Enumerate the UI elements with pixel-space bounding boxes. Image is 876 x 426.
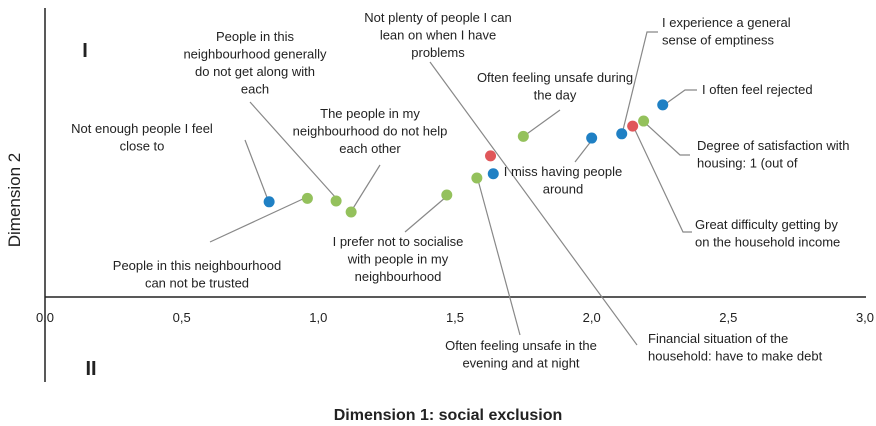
point: [330, 195, 342, 207]
annotation: Financial situation of the household: hav…: [648, 331, 823, 364]
x-tick-label: 2,0: [583, 310, 601, 325]
leader-line: [642, 120, 690, 156]
leader-line: [244, 139, 269, 201]
leader-line: [209, 197, 306, 243]
annotation: I prefer not to socialise with people in …: [333, 234, 464, 284]
annotation: Not plenty of people I can lean on when I…: [364, 10, 511, 60]
annotation: Often feeling unsafe in the evening and a…: [445, 338, 597, 371]
leader-lines: [209, 31, 697, 346]
point: [263, 196, 275, 208]
point: [586, 132, 598, 144]
point: [301, 192, 313, 204]
annotation: Degree of satisfaction with housing: 1 (o…: [697, 138, 849, 171]
point: [345, 206, 357, 218]
point: [487, 168, 499, 180]
leader-line: [622, 31, 658, 131]
annotation: The people in my neighbourhood do not hel…: [293, 106, 448, 156]
annotation: I experience a general sense of emptiness: [662, 15, 791, 48]
point: [657, 99, 669, 111]
annotation: People in this neighbourhood can not be t…: [113, 258, 281, 291]
annotation: I often feel rejected: [702, 82, 813, 97]
x-axis-title: Dimension 1: social exclusion: [334, 407, 563, 424]
quadrant-label: II: [85, 358, 96, 380]
x-tick-label: 3,0: [856, 310, 874, 325]
annotation: Great difficulty getting by on the househ…: [695, 217, 840, 250]
point: [485, 150, 497, 162]
point: [471, 172, 483, 184]
point: [616, 128, 628, 140]
leader-line: [523, 109, 561, 137]
leader-line: [429, 61, 638, 346]
leader-line: [574, 139, 593, 163]
y-axis-title: Dimension 2: [5, 153, 24, 248]
point: [627, 120, 639, 132]
annotation: Not enough people I feel close to: [71, 121, 213, 154]
annotation: People in this neighbourhood generally do …: [183, 29, 327, 97]
point: [441, 189, 453, 201]
leader-line: [351, 164, 381, 211]
point: [638, 115, 650, 127]
leader-line: [663, 89, 697, 106]
annotation: Often feeling unsafe during the day: [477, 70, 633, 103]
leader-line: [404, 196, 447, 233]
x-tick-label: 2,5: [719, 310, 737, 325]
leader-line: [477, 179, 521, 336]
leader-line: [249, 101, 337, 199]
x-tick-label: 1,5: [446, 310, 464, 325]
quadrant-label: I: [82, 40, 88, 62]
x-tick-label: 0,0: [36, 310, 54, 325]
x-tick-label: 0,5: [173, 310, 191, 325]
x-tick-label: 1,0: [309, 310, 327, 325]
point: [517, 130, 529, 142]
annotation: I miss having people around: [504, 164, 623, 197]
leader-line: [634, 129, 692, 233]
